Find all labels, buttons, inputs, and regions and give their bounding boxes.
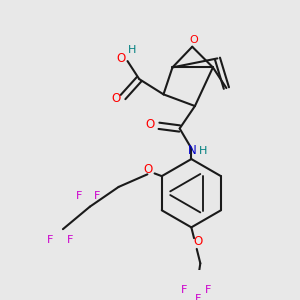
- Text: F: F: [205, 285, 212, 295]
- Text: F: F: [76, 191, 82, 201]
- Text: H: H: [199, 146, 207, 156]
- Text: N: N: [188, 145, 197, 158]
- Text: O: O: [146, 118, 154, 131]
- Text: F: F: [94, 191, 100, 201]
- Text: O: O: [111, 92, 121, 105]
- Text: O: O: [144, 163, 153, 176]
- Text: F: F: [194, 294, 201, 300]
- Text: F: F: [67, 235, 73, 245]
- Text: H: H: [128, 45, 136, 55]
- Text: F: F: [181, 285, 187, 295]
- Text: O: O: [190, 35, 198, 45]
- Text: O: O: [193, 235, 202, 248]
- Text: O: O: [117, 52, 126, 65]
- Text: F: F: [47, 235, 53, 245]
